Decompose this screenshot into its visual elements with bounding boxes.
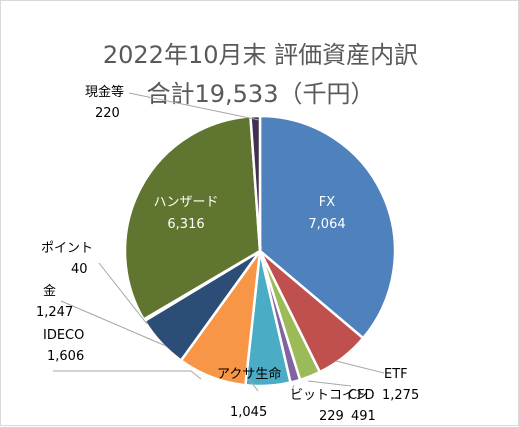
leader-line-5 bbox=[248, 378, 259, 392]
label-bitcoin-value: 229 bbox=[319, 409, 344, 424]
label-fx-value: 7,064 bbox=[308, 217, 345, 232]
label-ideco-name: IDECO bbox=[43, 328, 84, 343]
label-cash-value: 220 bbox=[95, 106, 120, 121]
leader-line-0 bbox=[128, 92, 260, 121]
leader-line-8 bbox=[335, 360, 385, 374]
pie-slice-0 bbox=[258, 114, 397, 340]
label-cfd-name: CFD bbox=[348, 388, 375, 403]
label-etf-name: ETF bbox=[384, 367, 408, 382]
label-point-name: ポイント bbox=[41, 241, 93, 256]
label-hanzard-name: ハンザード bbox=[153, 195, 218, 210]
label-axa-name: アクサ生命 bbox=[217, 366, 281, 382]
pie-slice-8 bbox=[123, 115, 262, 322]
label-fx-name: FX bbox=[319, 195, 335, 210]
chart-subtitle-total: 合計19,533（千円） bbox=[146, 80, 375, 108]
leader-line-7 bbox=[307, 380, 352, 387]
label-etf-value: 1,275 bbox=[382, 388, 419, 403]
pie-slice-9 bbox=[249, 114, 262, 252]
leader-line-2 bbox=[60, 300, 167, 347]
label-point-value: 40 bbox=[71, 262, 88, 277]
leader-line-6 bbox=[291, 384, 295, 391]
leader-lines bbox=[53, 92, 385, 392]
leader-line-1 bbox=[98, 262, 148, 325]
label-gold-value: 1,247 bbox=[36, 305, 73, 320]
leader-line-4 bbox=[190, 370, 202, 380]
label-axa-value: 1,045 bbox=[230, 405, 267, 420]
label-gold-name: 金 bbox=[43, 283, 56, 299]
chart-title: 2022年10月末 評価資産内訳 bbox=[102, 41, 419, 69]
label-cfd-value: 491 bbox=[351, 409, 376, 424]
label-cash-name: 現金等 bbox=[85, 84, 124, 100]
label-ideco-value: 1,606 bbox=[47, 349, 84, 364]
label-hanzard-value: 6,316 bbox=[167, 217, 204, 232]
label-bitcoin-name: ビットコイン bbox=[290, 388, 368, 403]
